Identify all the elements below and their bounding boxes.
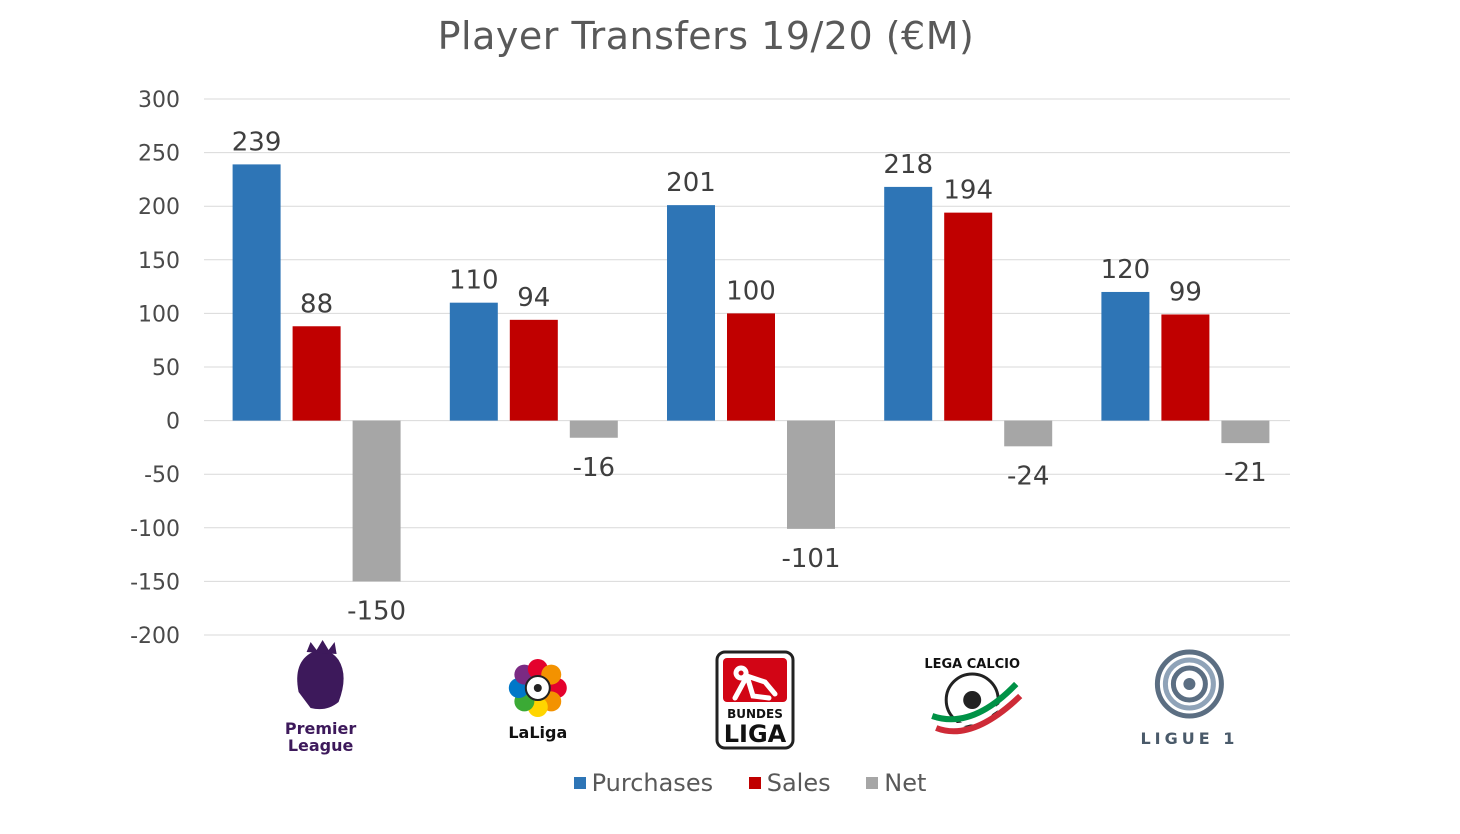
ring-icon xyxy=(1170,665,1208,703)
data-label-net-1: -16 xyxy=(573,453,615,483)
bar-net-3[interactable] xyxy=(1004,420,1053,447)
y-tick-label: -100 xyxy=(130,517,180,542)
football-center-icon xyxy=(533,684,542,692)
logo-ligue-1: LIGUE 1 xyxy=(1140,649,1238,748)
bar-net-0[interactable] xyxy=(352,420,401,582)
y-tick-label: -150 xyxy=(130,570,180,595)
lion-icon xyxy=(297,650,344,710)
bar-purchases-3[interactable] xyxy=(884,186,933,421)
y-tick-label: 300 xyxy=(138,88,180,113)
bar-net-4[interactable] xyxy=(1221,420,1270,444)
y-tick-label: 50 xyxy=(152,356,180,381)
bar-sales-0[interactable] xyxy=(292,326,341,421)
data-label-purchases-2: 201 xyxy=(666,168,716,198)
bar-sales-4[interactable] xyxy=(1161,314,1210,421)
bar-purchases-0[interactable] xyxy=(232,164,281,421)
logo-text: LIGUE 1 xyxy=(1140,729,1238,748)
chart-title: Player Transfers 19/20 (€M) xyxy=(437,14,975,58)
data-label-sales-2: 100 xyxy=(726,276,776,306)
legend-swatch-sales xyxy=(748,777,761,789)
legend-swatch-purchases xyxy=(573,777,586,789)
player-icon xyxy=(732,665,778,701)
logo-text: LIGA xyxy=(724,720,787,748)
stripe-red xyxy=(935,693,1023,735)
y-tick-label: 0 xyxy=(166,410,180,435)
logo-text: League xyxy=(288,736,354,755)
y-axis-tick-labels: 300 250 200 150 100 50 0 -50 -100 -150 -200 xyxy=(130,88,180,649)
legend: Purchases Sales Net xyxy=(0,768,1460,797)
y-tick-label: -50 xyxy=(144,463,180,488)
legend-item-sales[interactable]: Sales xyxy=(748,768,831,797)
bar-sales-1[interactable] xyxy=(509,319,558,421)
data-label-purchases-3: 218 xyxy=(883,150,933,180)
stripe-green xyxy=(931,681,1019,723)
y-tick-label: 200 xyxy=(138,195,180,220)
data-label-net-2: -101 xyxy=(781,544,840,574)
legend-label-sales: Sales xyxy=(766,769,831,797)
data-labels: 239 88 -150 110 94 -16 201 100 -101 218 194 -24 120 9… xyxy=(232,127,1267,626)
logo-lega-calcio: LEGA CALCIO xyxy=(924,657,1023,735)
stripe-white xyxy=(933,688,1020,728)
legend-label-purchases: Purchases xyxy=(591,769,714,797)
data-label-net-4: -21 xyxy=(1224,458,1266,488)
football-center-icon xyxy=(963,691,982,709)
data-label-sales-1: 94 xyxy=(517,283,550,313)
y-tick-label: -200 xyxy=(130,624,180,649)
bar-purchases-4[interactable] xyxy=(1101,291,1150,421)
data-label-net-0: -150 xyxy=(347,596,406,626)
data-label-sales-3: 194 xyxy=(943,176,993,206)
logo-laliga: LaLiga xyxy=(508,659,567,742)
data-label-sales-0: 88 xyxy=(300,289,333,319)
data-label-purchases-0: 239 xyxy=(232,127,282,157)
bar-sales-2[interactable] xyxy=(727,313,775,421)
ring-center-icon xyxy=(1183,678,1196,690)
ring-icon xyxy=(1154,649,1224,719)
bar-net-2[interactable] xyxy=(787,420,835,529)
ring-icon xyxy=(1162,657,1216,711)
legend-item-net[interactable]: Net xyxy=(866,768,926,797)
data-label-net-3: -24 xyxy=(1007,461,1049,491)
legend-item-purchases[interactable]: Purchases xyxy=(573,768,714,797)
bar-purchases-2[interactable] xyxy=(667,205,715,421)
bar-purchases-1[interactable] xyxy=(449,302,498,421)
bar-net-1[interactable] xyxy=(569,420,618,438)
logo-text: BUNDES xyxy=(727,707,783,721)
logo-text: LaLiga xyxy=(508,723,567,742)
bar-sales-3[interactable] xyxy=(944,212,993,421)
bar-series xyxy=(232,164,1270,582)
legend-label-net: Net xyxy=(884,769,927,797)
y-tick-label: 150 xyxy=(138,249,180,274)
data-label-purchases-4: 120 xyxy=(1101,255,1151,285)
data-label-purchases-1: 110 xyxy=(449,266,499,296)
y-tick-label: 100 xyxy=(138,302,180,327)
logo-text: Premier xyxy=(285,719,356,738)
legend-swatch-net xyxy=(866,777,879,789)
crown-icon xyxy=(306,640,337,654)
y-tick-label: 250 xyxy=(138,142,180,167)
data-label-sales-4: 99 xyxy=(1169,277,1202,307)
logo-text: LEGA CALCIO xyxy=(924,657,1020,672)
